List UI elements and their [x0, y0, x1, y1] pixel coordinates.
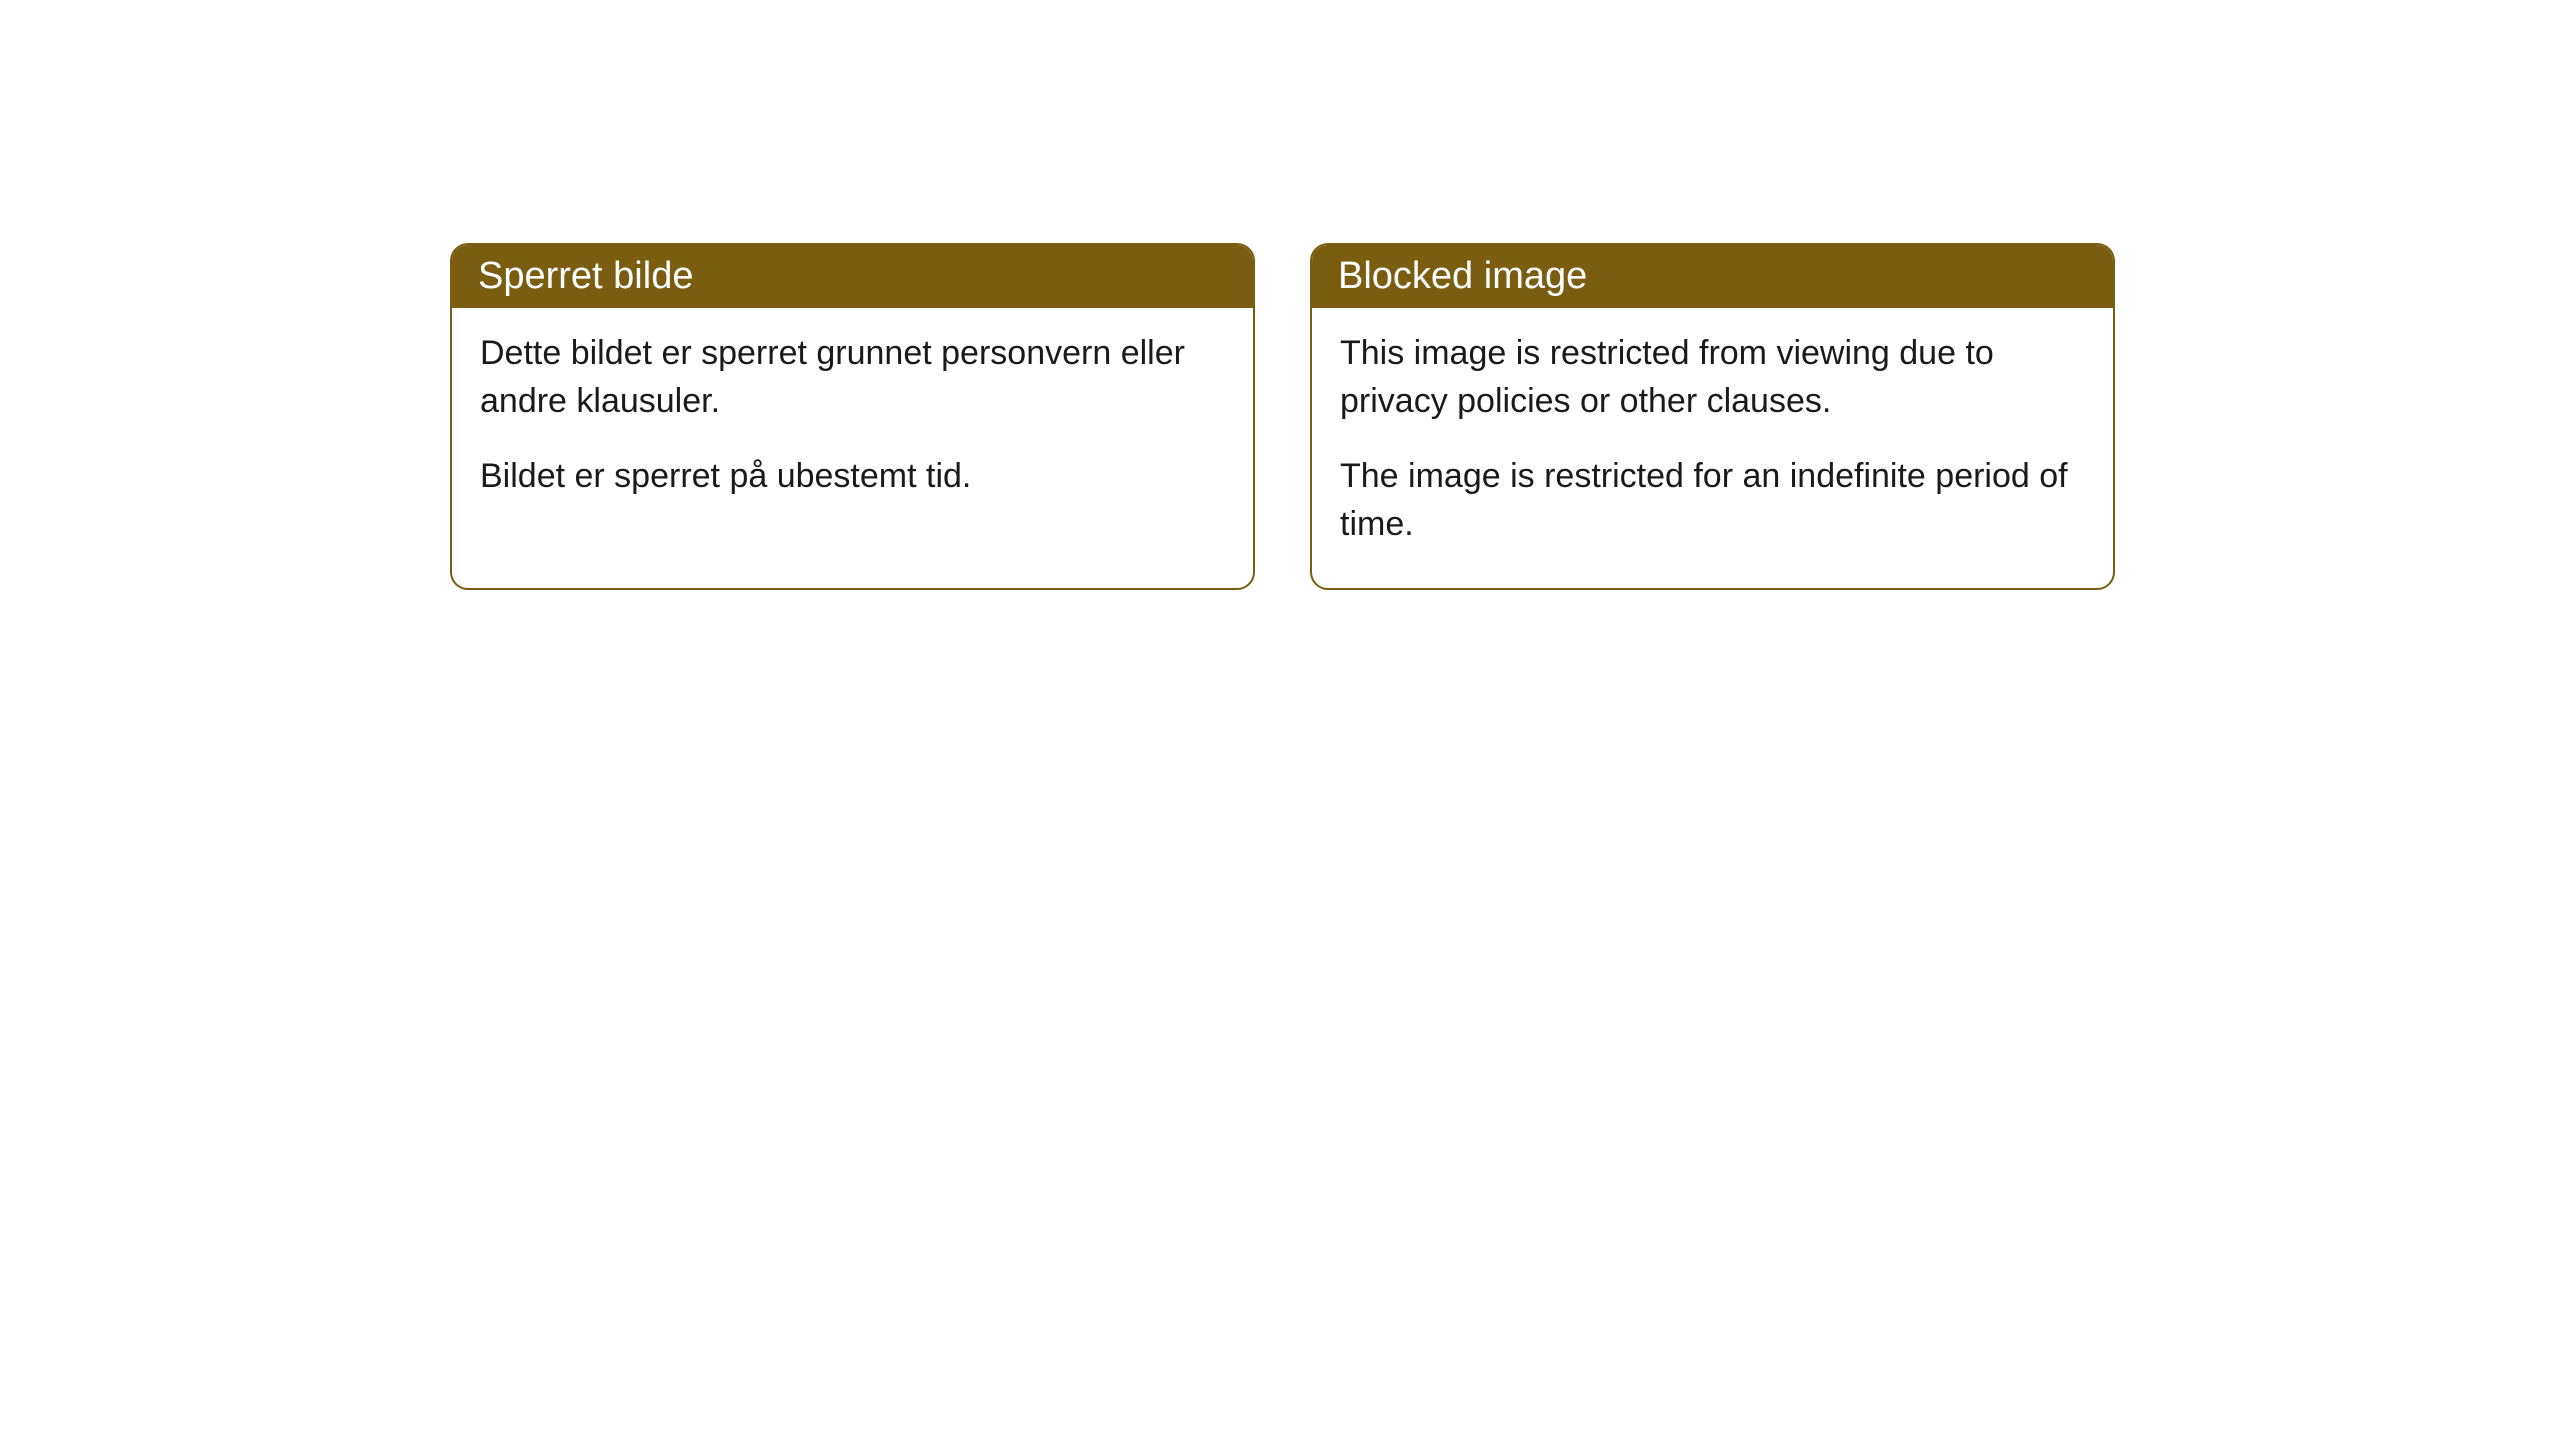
card-paragraph: Dette bildet er sperret grunnet personve… — [480, 330, 1225, 425]
blocked-image-card-en: Blocked image This image is restricted f… — [1310, 243, 2115, 590]
blocked-image-card-no: Sperret bilde Dette bildet er sperret gr… — [450, 243, 1255, 590]
card-title: Blocked image — [1338, 255, 1587, 297]
card-body: Dette bildet er sperret grunnet personve… — [452, 308, 1253, 541]
card-paragraph: This image is restricted from viewing du… — [1340, 330, 2085, 425]
card-paragraph: The image is restricted for an indefinit… — [1340, 453, 2085, 548]
card-header: Sperret bilde — [452, 245, 1253, 308]
card-title: Sperret bilde — [478, 255, 693, 297]
card-body: This image is restricted from viewing du… — [1312, 308, 2113, 588]
card-paragraph: Bildet er sperret på ubestemt tid. — [480, 453, 1225, 501]
card-header: Blocked image — [1312, 245, 2113, 308]
notice-cards-container: Sperret bilde Dette bildet er sperret gr… — [450, 243, 2115, 590]
